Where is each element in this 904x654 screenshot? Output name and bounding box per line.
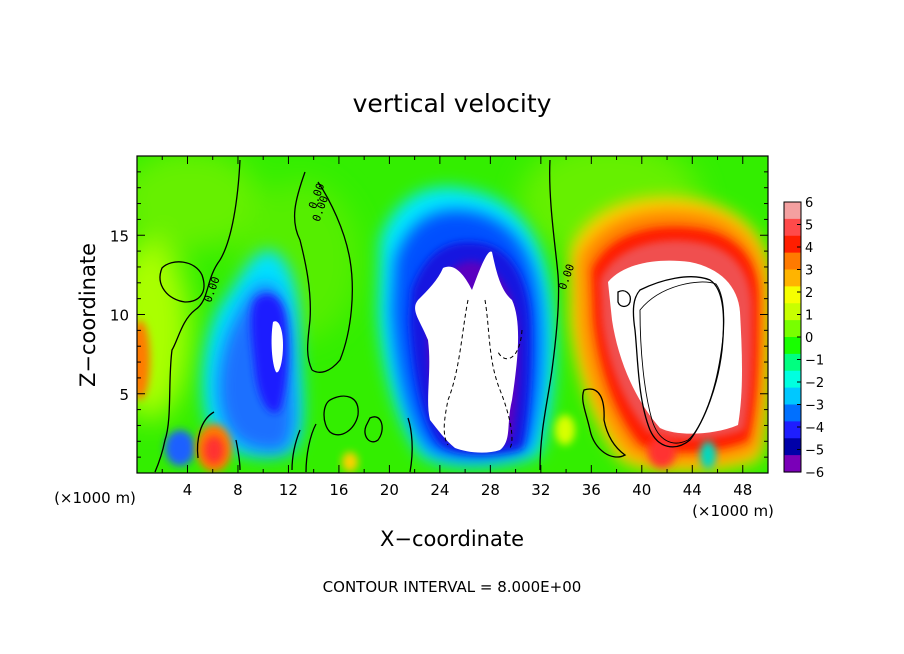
colorbar-swatch [784,218,801,237]
colorbar-swatch [784,252,801,271]
x-axis: 4 8 12 16 20 24 28 32 36 40 44 48 [161,156,752,499]
contour-interval-note: CONTOUR INTERVAL = 8.000E+00 [323,578,582,596]
colorbar-label: −4 [805,421,824,436]
colorbar-swatch [784,202,801,220]
colorbar: 6 5 4 3 2 1 0 −1 −2 −3 −4 −5 −6 [783,196,824,481]
x-tick-label: 40 [632,481,651,499]
colorbar-label: −3 [805,399,824,414]
plot-area [137,156,768,473]
y-axis-label: Z−coordinate [76,243,100,387]
colorbar-label: −1 [805,354,824,369]
colorbar-swatch [784,404,801,422]
colorbar-label: 3 [805,264,813,279]
colorbar-swatch [784,421,801,439]
zero-contours [154,159,725,473]
x-tick-label: 4 [183,481,193,499]
negative-contours [443,299,523,449]
downdraft-center [378,187,555,467]
colorbar-label: 2 [805,286,813,301]
x-tick-label: 16 [329,481,348,499]
colorbar-label: −2 [805,376,824,391]
colorbar-swatch [784,320,801,338]
positive-contours [639,281,725,444]
y-tick-label: 5 [119,386,129,404]
x-tick-label: 32 [531,481,550,499]
colorbar-swatch [784,303,801,321]
x-tick-label: 12 [279,481,298,499]
y-axis: 5 10 15 [110,171,768,458]
colorbar-swatch [784,286,801,304]
x-tick-label: 44 [683,481,702,499]
colorbar-swatch [784,455,801,473]
colorbar-label: 6 [805,196,813,211]
colorbar-swatch [784,353,801,372]
colorbar-label: 5 [805,219,813,234]
y-tick-label: 10 [110,307,129,325]
colorbar-swatch [784,235,801,254]
y-tick-label: 15 [110,227,129,245]
x-tick-label: 36 [582,481,601,499]
colorbar-label: −6 [805,466,824,481]
colorbar-label: −5 [805,444,824,459]
y-axis-multiplier: (×1000 m) [54,489,136,507]
colorbar-label: 1 [805,309,813,324]
x-axis-label: X−coordinate [380,527,524,551]
colorbar-swatch [784,370,801,389]
colorbar-swatch [784,337,801,355]
colorbar-label: 4 [805,241,813,256]
x-tick-label: 24 [430,481,449,499]
colorbar-swatch [784,438,801,456]
updraft-small [137,320,575,472]
colorbar-label: 0 [805,331,813,346]
downdraft-left [165,250,304,466]
colorbar-swatch [784,269,801,287]
colorbar-swatch [784,387,801,406]
x-tick-label: 48 [733,481,752,499]
x-tick-label: 28 [481,481,500,499]
x-tick-label: 20 [380,481,399,499]
x-tick-label: 8 [233,481,243,499]
chart-title: vertical velocity [353,89,552,118]
x-axis-multiplier: (×1000 m) [692,502,774,520]
